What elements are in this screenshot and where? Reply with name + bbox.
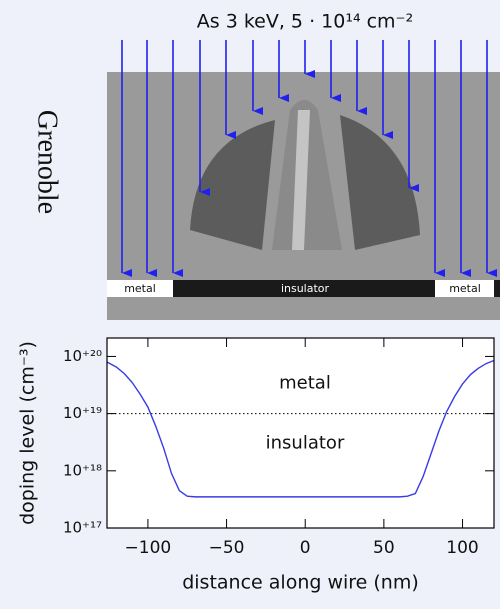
y-tick-label: 10⁺¹⁸ [63,461,102,479]
metal-box [107,280,173,297]
y-axis-label: doping level (cm⁻³) [17,341,39,525]
wing [190,120,275,250]
annotation: insulator [266,433,345,454]
micrograph: metal insulator metal [107,72,500,320]
annotation: metal [279,373,331,394]
x-tick-label: −50 [209,538,245,558]
y-tick-label: 10⁺¹⁷ [63,519,102,537]
wing [340,115,420,250]
series-line [106,359,495,498]
side-label: Grenoble [32,110,63,214]
y-tick-label: 10⁺²⁰ [63,347,102,365]
insulator-strip [107,280,500,297]
x-tick-label: −100 [125,538,172,558]
region-label: insulator [281,282,330,295]
x-axis-label: distance along wire (nm) [182,572,419,594]
x-tick-label: 100 [446,538,478,558]
region-label: metal [449,282,481,295]
plot-frame [106,337,495,529]
y-tick-label: 10⁺¹⁹ [63,404,102,422]
metal-box [435,280,494,297]
spine [292,110,310,250]
x-tick-label: 50 [373,538,395,558]
arrows [121,40,497,277]
region-label: metal [124,282,156,295]
x-tick-label: 0 [300,538,311,558]
figure-title: As 3 keV, 5 · 10¹⁴ cm⁻² [197,11,413,33]
